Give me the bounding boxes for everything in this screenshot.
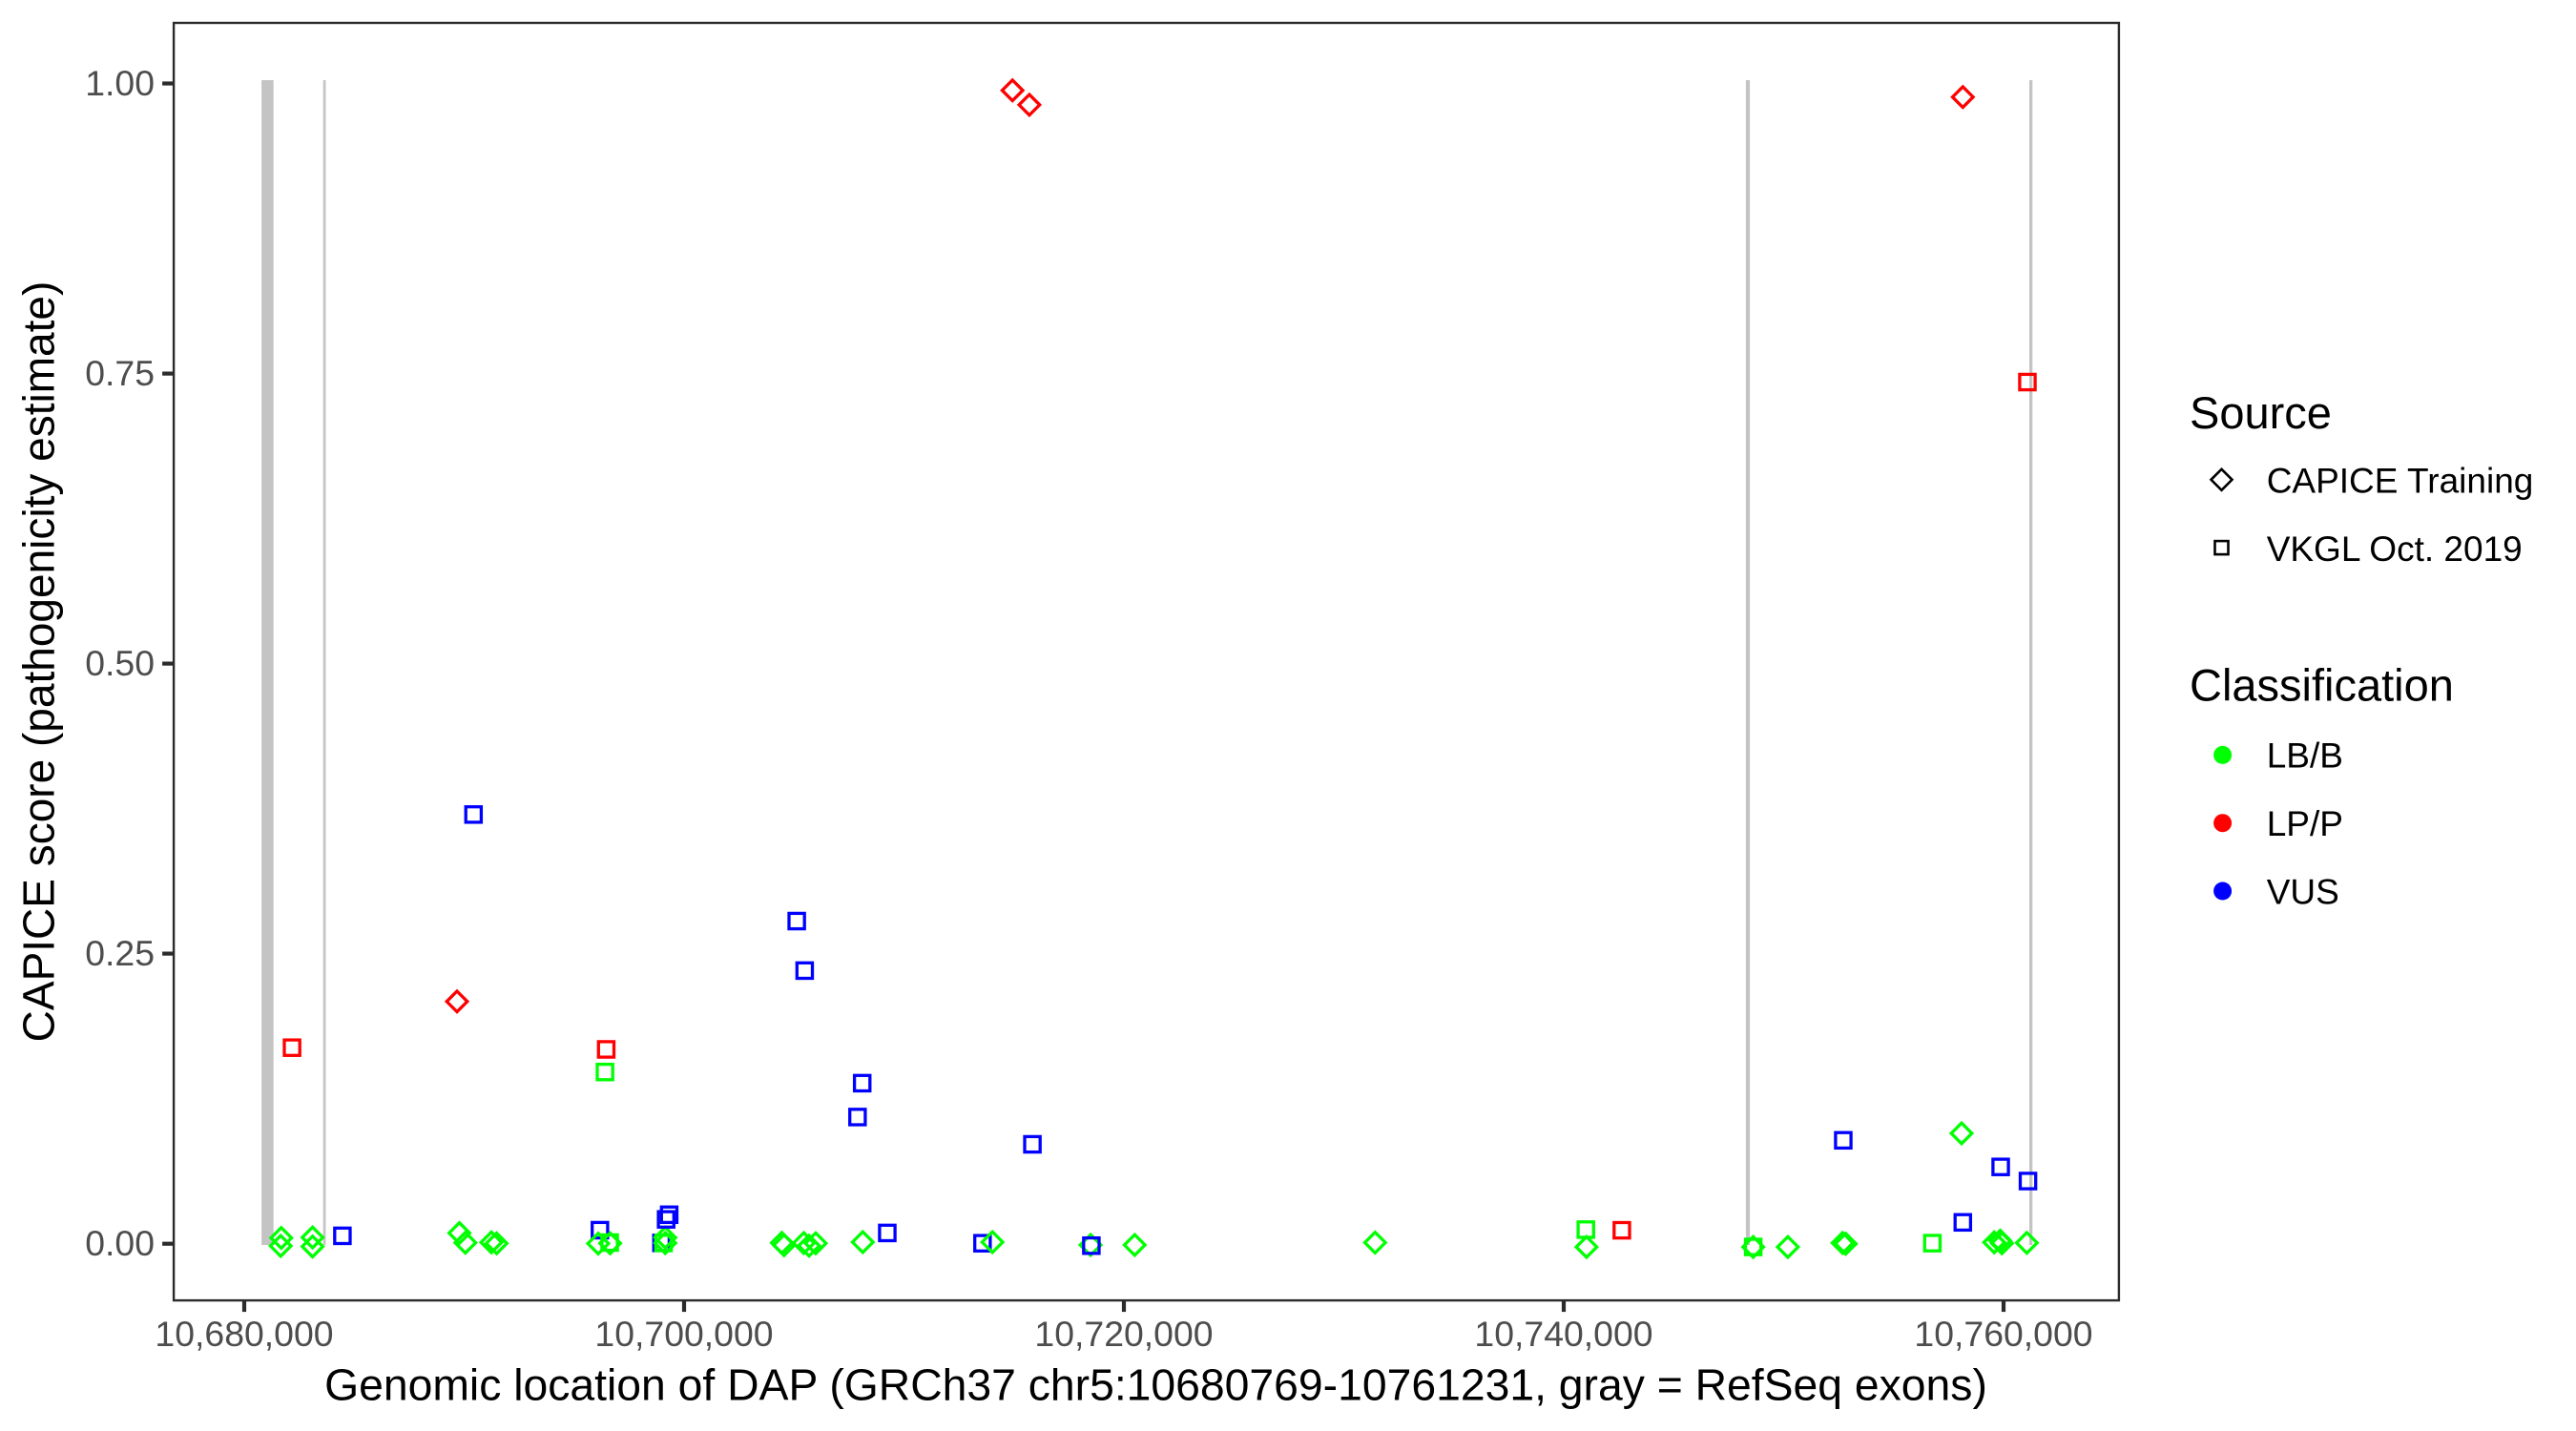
svg-text:CAPICE score (pathogenicity es: CAPICE score (pathogenicity estimate) <box>14 281 64 1043</box>
svg-text:VKGL Oct. 2019: VKGL Oct. 2019 <box>2267 529 2523 569</box>
svg-text:Classification: Classification <box>2190 659 2454 710</box>
svg-text:VUS: VUS <box>2267 872 2339 911</box>
svg-text:Source: Source <box>2190 387 2332 438</box>
svg-text:0.25: 0.25 <box>85 933 155 973</box>
svg-text:10,760,000: 10,760,000 <box>1914 1314 2092 1354</box>
svg-text:Genomic location of DAP (GRCh3: Genomic location of DAP (GRCh37 chr5:106… <box>324 1360 1987 1410</box>
svg-text:LB/B: LB/B <box>2267 736 2343 776</box>
svg-text:10,720,000: 10,720,000 <box>1034 1314 1213 1354</box>
svg-text:LP/P: LP/P <box>2267 804 2343 843</box>
svg-text:0.50: 0.50 <box>85 643 155 683</box>
svg-text:10,680,000: 10,680,000 <box>155 1314 333 1354</box>
svg-text:0.00: 0.00 <box>85 1223 155 1263</box>
svg-text:CAPICE Training: CAPICE Training <box>2267 462 2534 501</box>
svg-text:0.75: 0.75 <box>85 353 155 393</box>
svg-text:10,700,000: 10,700,000 <box>594 1314 773 1354</box>
svg-text:10,740,000: 10,740,000 <box>1474 1314 1652 1354</box>
svg-text:1.00: 1.00 <box>85 63 155 103</box>
